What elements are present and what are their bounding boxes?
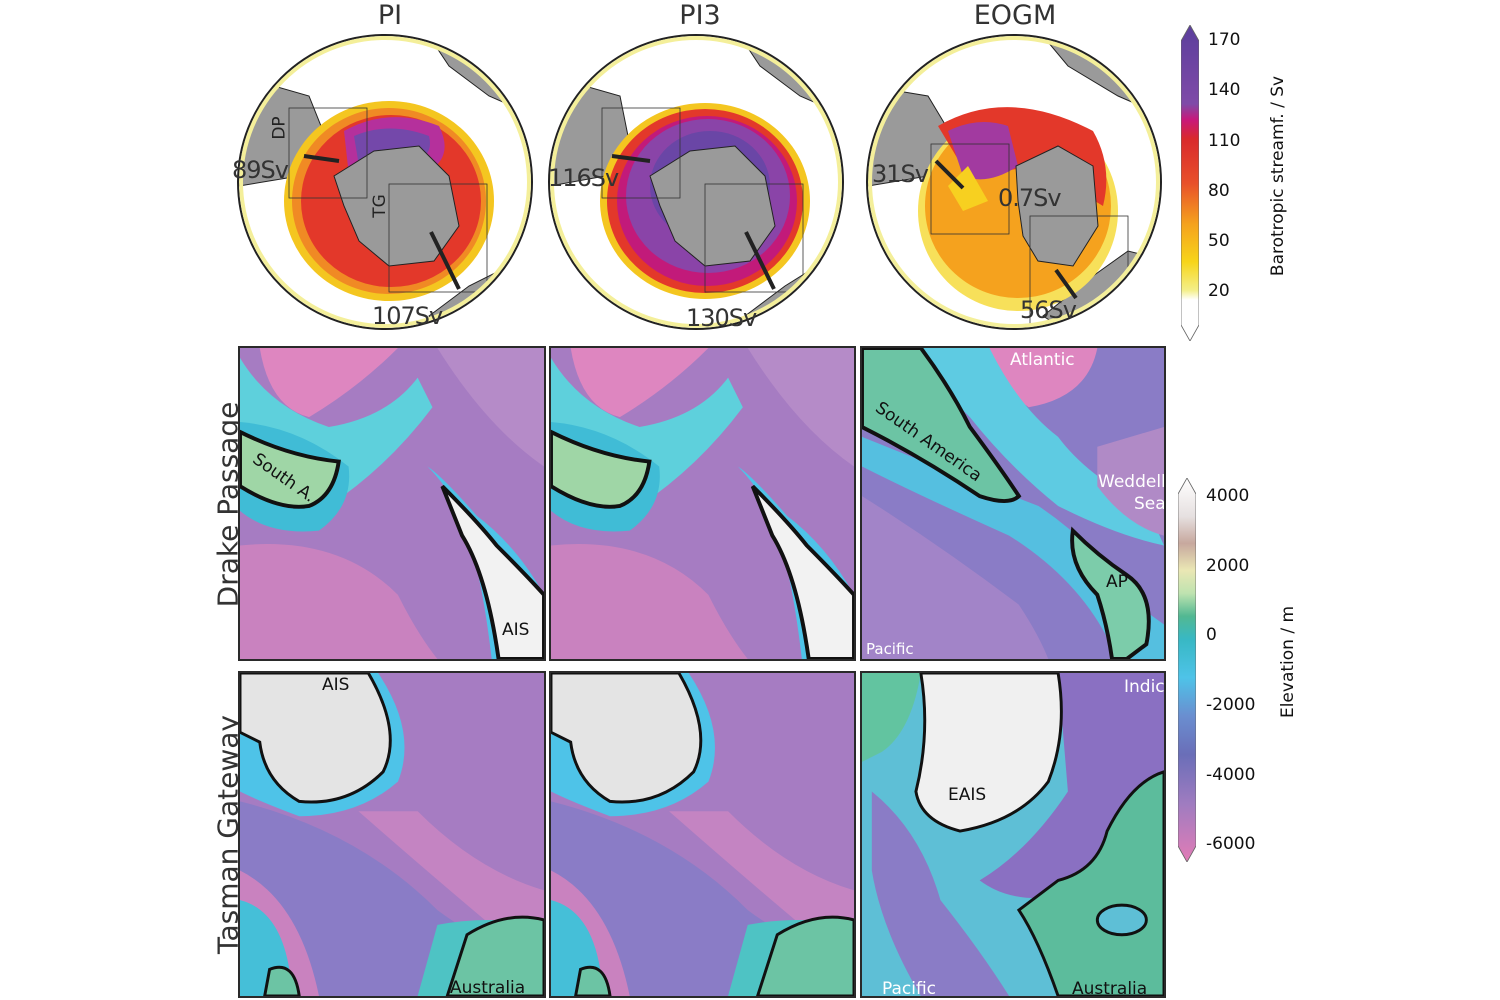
- drake-panel-pi3: [549, 346, 856, 661]
- column-title-eogm: EOGM: [973, 0, 1057, 31]
- streamfunction-field-eogm: [868, 36, 1160, 328]
- dp-box-label: DP: [269, 116, 290, 140]
- pi-dp-transport: 89Sv: [232, 156, 289, 184]
- streamfunction-field-pi: [239, 36, 531, 328]
- eogm-tg-transport: 56Sv: [1020, 296, 1077, 324]
- pi3-tg-transport: 130Sv: [686, 304, 757, 332]
- label-australia-eogm: Australia: [1072, 979, 1148, 998]
- drake-bathymetry-pi3: [551, 348, 854, 659]
- label-eais: EAIS: [948, 785, 987, 805]
- polar-map-pi3: [548, 34, 844, 330]
- streamfunction-field-pi3: [550, 36, 842, 328]
- eogm-mid-transport: 0.7Sv: [998, 184, 1062, 212]
- elevation-colorbar-label: Elevation / m: [1278, 605, 1298, 719]
- label-ais-tasman-pi: AIS: [322, 675, 350, 695]
- streamfunction-colorbar-label: Barotropic streamf. / Sv: [1268, 75, 1288, 277]
- cb1-tick-20: 20: [1208, 281, 1230, 301]
- cb1-tick-110: 110: [1208, 131, 1241, 151]
- cb2-tick-minus2000: -2000: [1206, 695, 1256, 715]
- drake-bathymetry-pi: [240, 348, 544, 659]
- drake-bathymetry-eogm: [862, 348, 1164, 659]
- tasman-bathymetry-eogm: [862, 673, 1164, 996]
- tasman-panel-pi3: [549, 671, 856, 998]
- elevation-colorbar-gradient: [1177, 477, 1197, 863]
- label-pacific-drake: Pacific: [866, 640, 914, 658]
- column-title-pi3: PI3: [679, 0, 721, 31]
- cb1-tick-80: 80: [1208, 181, 1230, 201]
- cb2-tick-2000: 2000: [1206, 556, 1250, 576]
- tasman-panel-eogm: Indic EAIS Pacific Australia: [860, 671, 1166, 998]
- cb2-tick-minus4000: -4000: [1206, 765, 1256, 785]
- label-weddell: Weddell: [1098, 472, 1166, 492]
- tasman-bathymetry-pi: [240, 673, 544, 996]
- label-ais-drake-pi: AIS: [502, 620, 530, 640]
- cb2-tick-minus6000: -6000: [1206, 834, 1256, 854]
- eogm-dp-transport: 31Sv: [872, 160, 929, 188]
- column-title-pi: PI: [377, 0, 403, 31]
- elevation-colorbar: [1177, 477, 1197, 863]
- cb2-tick-4000: 4000: [1206, 486, 1250, 506]
- tg-box-label: TG: [369, 194, 390, 218]
- cb1-tick-140: 140: [1208, 80, 1241, 100]
- cb1-tick-50: 50: [1208, 231, 1230, 251]
- polar-map-eogm: [866, 34, 1162, 330]
- cb2-tick-0: 0: [1206, 625, 1217, 645]
- streamfunction-colorbar: [1180, 24, 1200, 342]
- tasman-bathymetry-pi3: [551, 673, 854, 996]
- streamfunction-colorbar-gradient: [1180, 24, 1200, 342]
- label-ap: AP: [1106, 572, 1128, 592]
- pi3-dp-transport: 116Sv: [548, 164, 619, 192]
- polar-map-pi: [237, 34, 533, 330]
- cb1-tick-170: 170: [1208, 30, 1241, 50]
- drake-panel-pi: South A. AIS: [238, 346, 546, 661]
- label-pacific-tasman: Pacific: [882, 979, 937, 998]
- label-indic: Indic: [1124, 677, 1165, 697]
- tasman-panel-pi: AIS Australia: [238, 671, 546, 998]
- label-australia-pi: Australia: [450, 978, 526, 998]
- label-atlantic: Atlantic: [1010, 350, 1075, 370]
- label-sea: Sea: [1134, 494, 1166, 514]
- pi-tg-transport: 107Sv: [372, 302, 443, 330]
- drake-panel-eogm: Atlantic South America Weddell Sea AP Pa…: [860, 346, 1166, 661]
